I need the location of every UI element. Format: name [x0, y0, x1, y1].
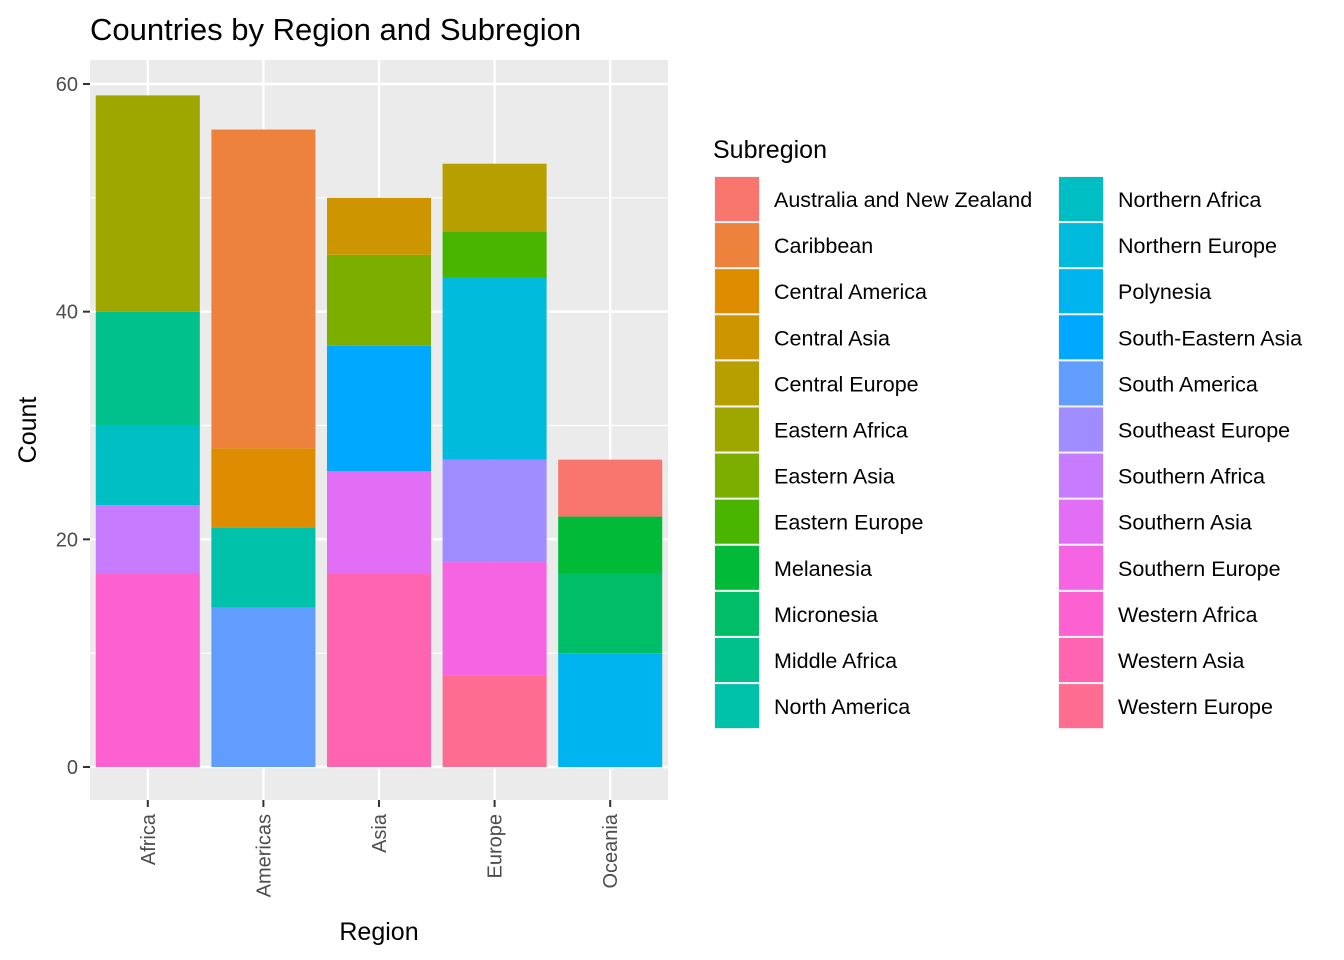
legend-label: Southern Africa: [1118, 465, 1265, 489]
legend-label: Western Europe: [1118, 695, 1273, 719]
y-tick-label: 40: [56, 302, 78, 324]
legend-key: [1059, 453, 1103, 498]
y-axis-label: Count: [14, 397, 42, 464]
bar-segment: [211, 527, 316, 608]
legend-key: [715, 361, 759, 406]
bar-segment: [211, 129, 316, 449]
legend-label: Polynesia: [1118, 280, 1211, 304]
legend-key: [715, 315, 759, 360]
y-axis: 0 20 40 60: [56, 74, 90, 779]
legend-label: Southern Europe: [1118, 557, 1281, 581]
legend-key: [1059, 407, 1103, 452]
bar-segment: [326, 573, 432, 767]
bar-segment: [558, 653, 663, 767]
x-axis-label: Region: [339, 918, 418, 946]
bar-segment: [442, 459, 547, 563]
bar-segment: [442, 231, 547, 278]
x-tick-label: Europe: [485, 814, 507, 879]
legend: Subregion Australia and New Zealand Carib…: [713, 136, 1302, 730]
bar-segment: [211, 448, 316, 528]
legend-label: Australia and New Zealand: [774, 188, 1032, 212]
bar-segment: [95, 95, 200, 312]
legend-key: [1059, 684, 1103, 729]
legend-key: [715, 223, 759, 268]
legend-key: [1059, 315, 1103, 360]
legend-key: [715, 269, 759, 314]
legend-key: [1059, 269, 1103, 314]
legend-label: Central Europe: [774, 372, 919, 396]
legend-key: [715, 591, 759, 636]
legend-key: [1059, 223, 1103, 268]
legend-key: [1059, 545, 1103, 590]
legend-key: [1059, 361, 1103, 406]
legend-label: Middle Africa: [774, 649, 897, 673]
legend-label: Western Africa: [1118, 603, 1257, 627]
legend-key: [715, 499, 759, 544]
legend-label: Central Asia: [774, 326, 890, 350]
legend-label: South-Eastern Asia: [1118, 326, 1302, 350]
bar-segment: [558, 516, 663, 574]
legend-title: Subregion: [713, 136, 827, 164]
bar-segment: [442, 562, 547, 676]
bar-segment: [326, 254, 432, 346]
legend-label: Micronesia: [774, 603, 878, 627]
legend-label: Northern Europe: [1118, 234, 1277, 258]
legend-key: [1059, 177, 1103, 221]
legend-key: [715, 453, 759, 498]
bar-segment: [326, 345, 432, 472]
legend-key: [1059, 638, 1103, 682]
legend-label: Southeast Europe: [1118, 419, 1290, 443]
legend-key: [715, 177, 759, 221]
legend-label: Central America: [774, 280, 927, 304]
bar-segment: [442, 163, 547, 232]
bar-segment: [326, 471, 432, 574]
legend-label: Western Asia: [1118, 649, 1244, 673]
legend-key: [715, 684, 759, 729]
legend-label: Eastern Europe: [774, 511, 923, 535]
bar-segment: [442, 277, 547, 460]
legend-key: [1059, 591, 1103, 636]
legend-label: Southern Asia: [1118, 511, 1252, 535]
legend-label: Northern Africa: [1118, 188, 1261, 212]
bar-segment: [95, 311, 200, 426]
legend-label: Eastern Africa: [774, 419, 908, 443]
legend-label: Eastern Asia: [774, 465, 895, 489]
y-tick-label: 0: [67, 757, 78, 779]
legend-key: [1059, 499, 1103, 544]
bar-segment: [95, 505, 200, 574]
legend-key: [715, 638, 759, 682]
bar-segment: [326, 197, 432, 255]
legend-label: North America: [774, 695, 910, 719]
legend-label: Melanesia: [774, 557, 872, 581]
chart-title: Countries by Region and Subregion: [90, 12, 581, 47]
legend-key: [715, 545, 759, 590]
bar-segment: [95, 573, 200, 767]
y-tick-label: 20: [56, 529, 78, 551]
x-axis: Africa Americas Asia Europe Oceania: [138, 800, 622, 897]
bar-segment: [442, 675, 547, 767]
legend-label: South America: [1118, 372, 1258, 396]
y-tick-label: 60: [56, 74, 78, 96]
legend-key: [715, 407, 759, 452]
legend-label: Caribbean: [774, 234, 873, 258]
x-tick-label: Oceania: [600, 813, 622, 888]
x-tick-label: Africa: [138, 813, 160, 865]
bar-segment: [211, 607, 316, 767]
bar-segment: [95, 425, 200, 506]
bar-segment: [558, 573, 663, 654]
x-tick-label: Asia: [369, 813, 391, 853]
bars: [95, 95, 663, 767]
x-tick-label: Americas: [253, 814, 275, 897]
bar-segment: [558, 459, 663, 517]
